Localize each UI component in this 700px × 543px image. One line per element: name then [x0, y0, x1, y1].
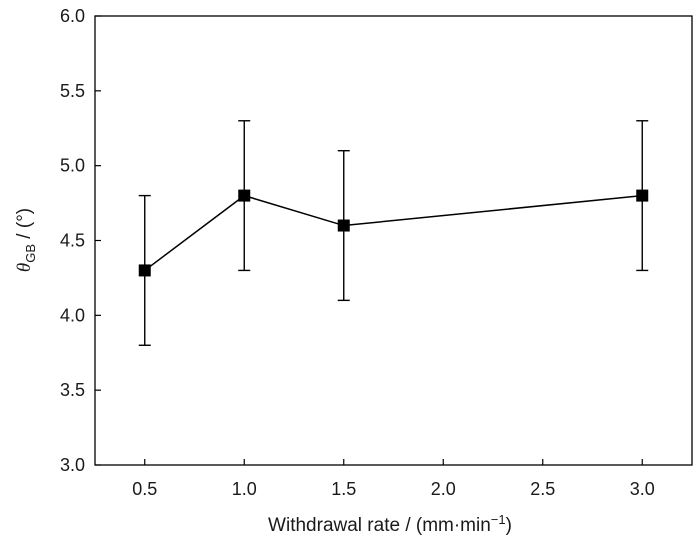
tick-marks [95, 15, 643, 466]
series-line [144, 194, 643, 272]
data-point [238, 189, 251, 202]
y-axis-title: θGB / (°) [14, 208, 38, 272]
x-tick-label: 2.0 [431, 479, 456, 499]
x-axis-title: Withdrawal rate / (mm·min−1) [268, 512, 512, 536]
y-tick-label: 4.5 [60, 231, 85, 251]
y-tick-label: 5.0 [60, 156, 85, 176]
x-tick-label: 1.5 [331, 479, 356, 499]
data-point [337, 219, 350, 232]
data-point [138, 264, 151, 277]
y-tick-label: 4.0 [60, 305, 85, 325]
x-tick-label: 0.5 [132, 479, 157, 499]
y-tick-label: 3.5 [60, 380, 85, 400]
y-tick-label: 6.0 [60, 6, 85, 26]
y-tick-label: 5.5 [60, 81, 85, 101]
x-tick-label: 1.0 [232, 479, 257, 499]
data-point [636, 189, 649, 202]
x-tick-label: 2.5 [530, 479, 555, 499]
x-tick-label: 3.0 [630, 479, 655, 499]
tick-labels: 0.5 1.0 1.5 2.0 2.5 3.0 3.0 3.5 4.0 4.5 5.0 5.5 6.0 [60, 6, 655, 499]
data-series [138, 120, 649, 346]
y-tick-label: 3.0 [60, 455, 85, 475]
